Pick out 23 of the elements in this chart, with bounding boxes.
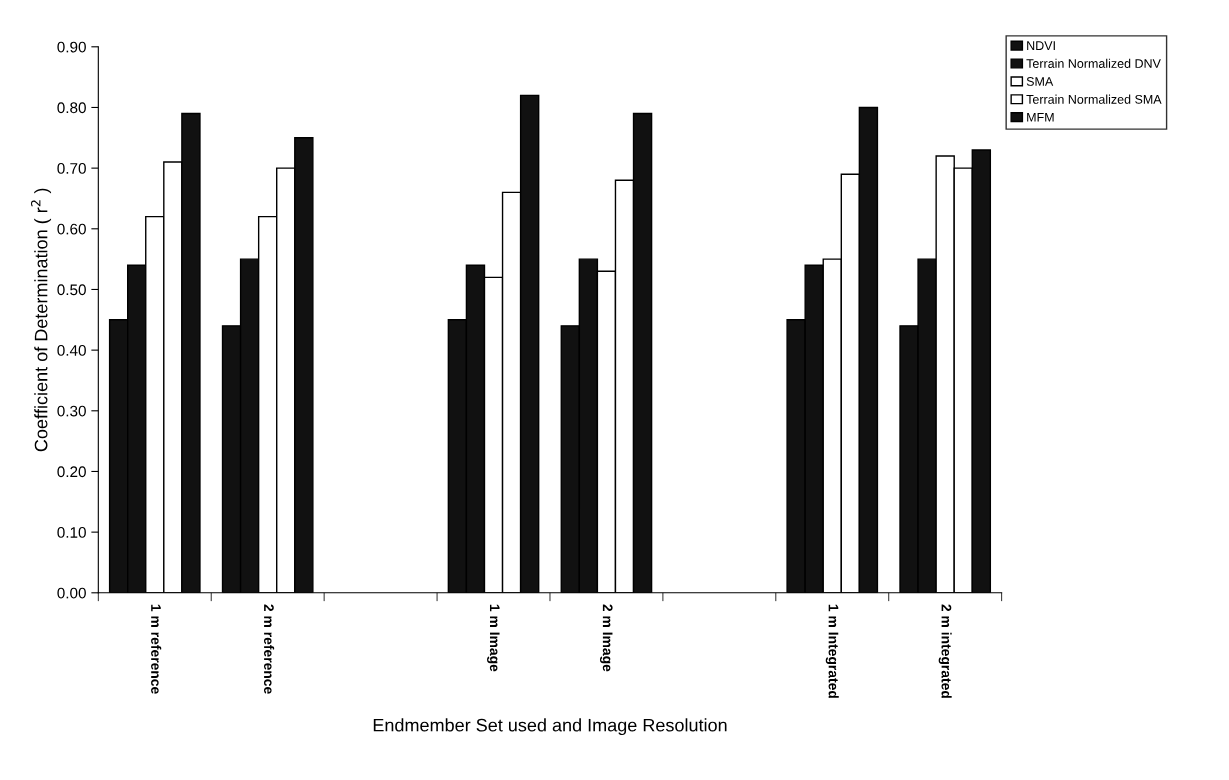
legend-label: SMA	[1026, 77, 1054, 86]
y-tick-label: 0.80	[57, 102, 86, 114]
y-tick-label: 0.30	[57, 405, 86, 417]
y-tick-label: 0.00	[57, 587, 86, 599]
x-tick-label: 2 m reference	[263, 604, 275, 694]
legend-label: Terrain Normalized SMA	[1026, 94, 1162, 104]
y-tick-label: 0.40	[57, 345, 86, 356]
x-tick-label: 1 m Integrated	[825, 604, 839, 698]
y-axis-title: Coefficient of Determination ( r$^{2}$ )	[31, 188, 52, 452]
y-tick-label: 0.90	[57, 41, 86, 53]
legend-label: Terrain Normalized DNV	[1026, 58, 1161, 68]
y-tick-label: 0.20	[57, 466, 86, 478]
y-tick-label: 0.50	[57, 284, 86, 296]
y-tick-label: 0.60	[57, 223, 86, 235]
x-tick-label: 2 m Image	[599, 604, 613, 672]
y-tick-label: 0.10	[57, 527, 86, 538]
x-tick-label: 2 m integrated	[938, 604, 952, 698]
legend-label: NDVI	[1027, 41, 1055, 50]
y-tick-label: 0.70	[57, 163, 86, 174]
legend-label: MFM	[1027, 112, 1054, 122]
x-axis-title: Endmember Set used and Image Resolution	[373, 718, 727, 736]
x-tick-label: 1 m Image	[487, 604, 500, 672]
x-tick-label: 1 m reference	[151, 604, 162, 694]
